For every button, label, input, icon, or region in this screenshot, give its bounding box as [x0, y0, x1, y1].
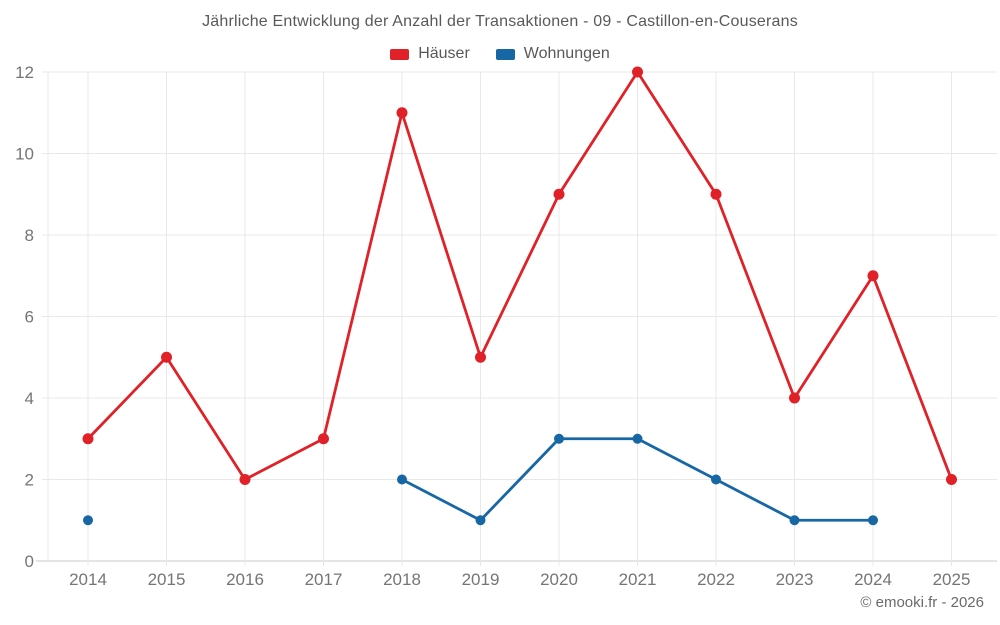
data-point-wohnungen-2018[interactable]: [397, 474, 407, 485]
x-tick-label: 2021: [619, 570, 657, 589]
data-point-wohnungen-2024[interactable]: [868, 515, 878, 526]
legend-swatch-hauser: [390, 48, 410, 60]
y-tick-label: 10: [15, 145, 34, 164]
x-tick-label: 2014: [69, 570, 107, 589]
x-tick-label: 2017: [305, 570, 343, 589]
y-tick-label: 6: [25, 308, 34, 327]
series-line-hauser: [86, 70, 953, 481]
x-tick-label: 2023: [776, 570, 814, 589]
data-point-hauser-2018[interactable]: [396, 107, 408, 119]
y-tick-label: 12: [15, 63, 34, 82]
y-tick-label: 0: [25, 552, 34, 571]
data-point-hauser-2024[interactable]: [867, 270, 879, 282]
x-tick-label: 2022: [697, 570, 735, 589]
data-point-hauser-2021[interactable]: [632, 66, 643, 78]
data-point-wohnungen-2019[interactable]: [475, 515, 486, 526]
x-tick-label: 2015: [148, 570, 186, 589]
y-tick-label: 2: [25, 471, 34, 490]
data-point-wohnungen-2020[interactable]: [554, 433, 564, 444]
x-tick-label: 2020: [540, 570, 578, 589]
legend-item-wohnungen[interactable]: Wohnungen: [495, 45, 610, 63]
x-tick-label: 2024: [854, 570, 892, 589]
data-point-wohnungen-2014[interactable]: [83, 515, 93, 526]
y-tick-label: 8: [25, 226, 34, 245]
data-point-hauser-2025[interactable]: [946, 474, 957, 485]
data-point-hauser-2016[interactable]: [239, 474, 251, 485]
data-point-hauser-2017[interactable]: [318, 433, 329, 445]
chart-footer: © emooki.fr - 2026: [860, 594, 984, 611]
x-tick-label: 2016: [226, 570, 264, 589]
chart-legend: Häuser Wohnungen: [0, 45, 1000, 63]
data-point-hauser-2019[interactable]: [475, 351, 486, 363]
data-point-wohnungen-2022[interactable]: [711, 474, 721, 485]
legend-swatch-wohnungen: [495, 48, 515, 60]
data-point-hauser-2023[interactable]: [789, 392, 800, 404]
data-point-wohnungen-2021[interactable]: [632, 433, 643, 444]
data-point-wohnungen-2023[interactable]: [789, 515, 800, 526]
x-tick-label: 2019: [462, 570, 500, 589]
data-point-hauser-2015[interactable]: [161, 351, 172, 363]
legend-item-hauser[interactable]: Häuser: [390, 45, 470, 63]
data-point-hauser-2022[interactable]: [710, 188, 722, 200]
legend-label-hauser: Häuser: [418, 45, 470, 62]
legend-label-wohnungen: Wohnungen: [523, 45, 610, 62]
y-tick-label: 4: [25, 389, 34, 408]
x-tick-label: 2018: [383, 570, 421, 589]
chart-title: Jährliche Entwicklung der Anzahl der Tra…: [202, 13, 798, 30]
data-point-hauser-2014[interactable]: [82, 433, 94, 445]
x-tick-label: 2025: [933, 570, 971, 589]
data-point-hauser-2020[interactable]: [553, 188, 565, 200]
